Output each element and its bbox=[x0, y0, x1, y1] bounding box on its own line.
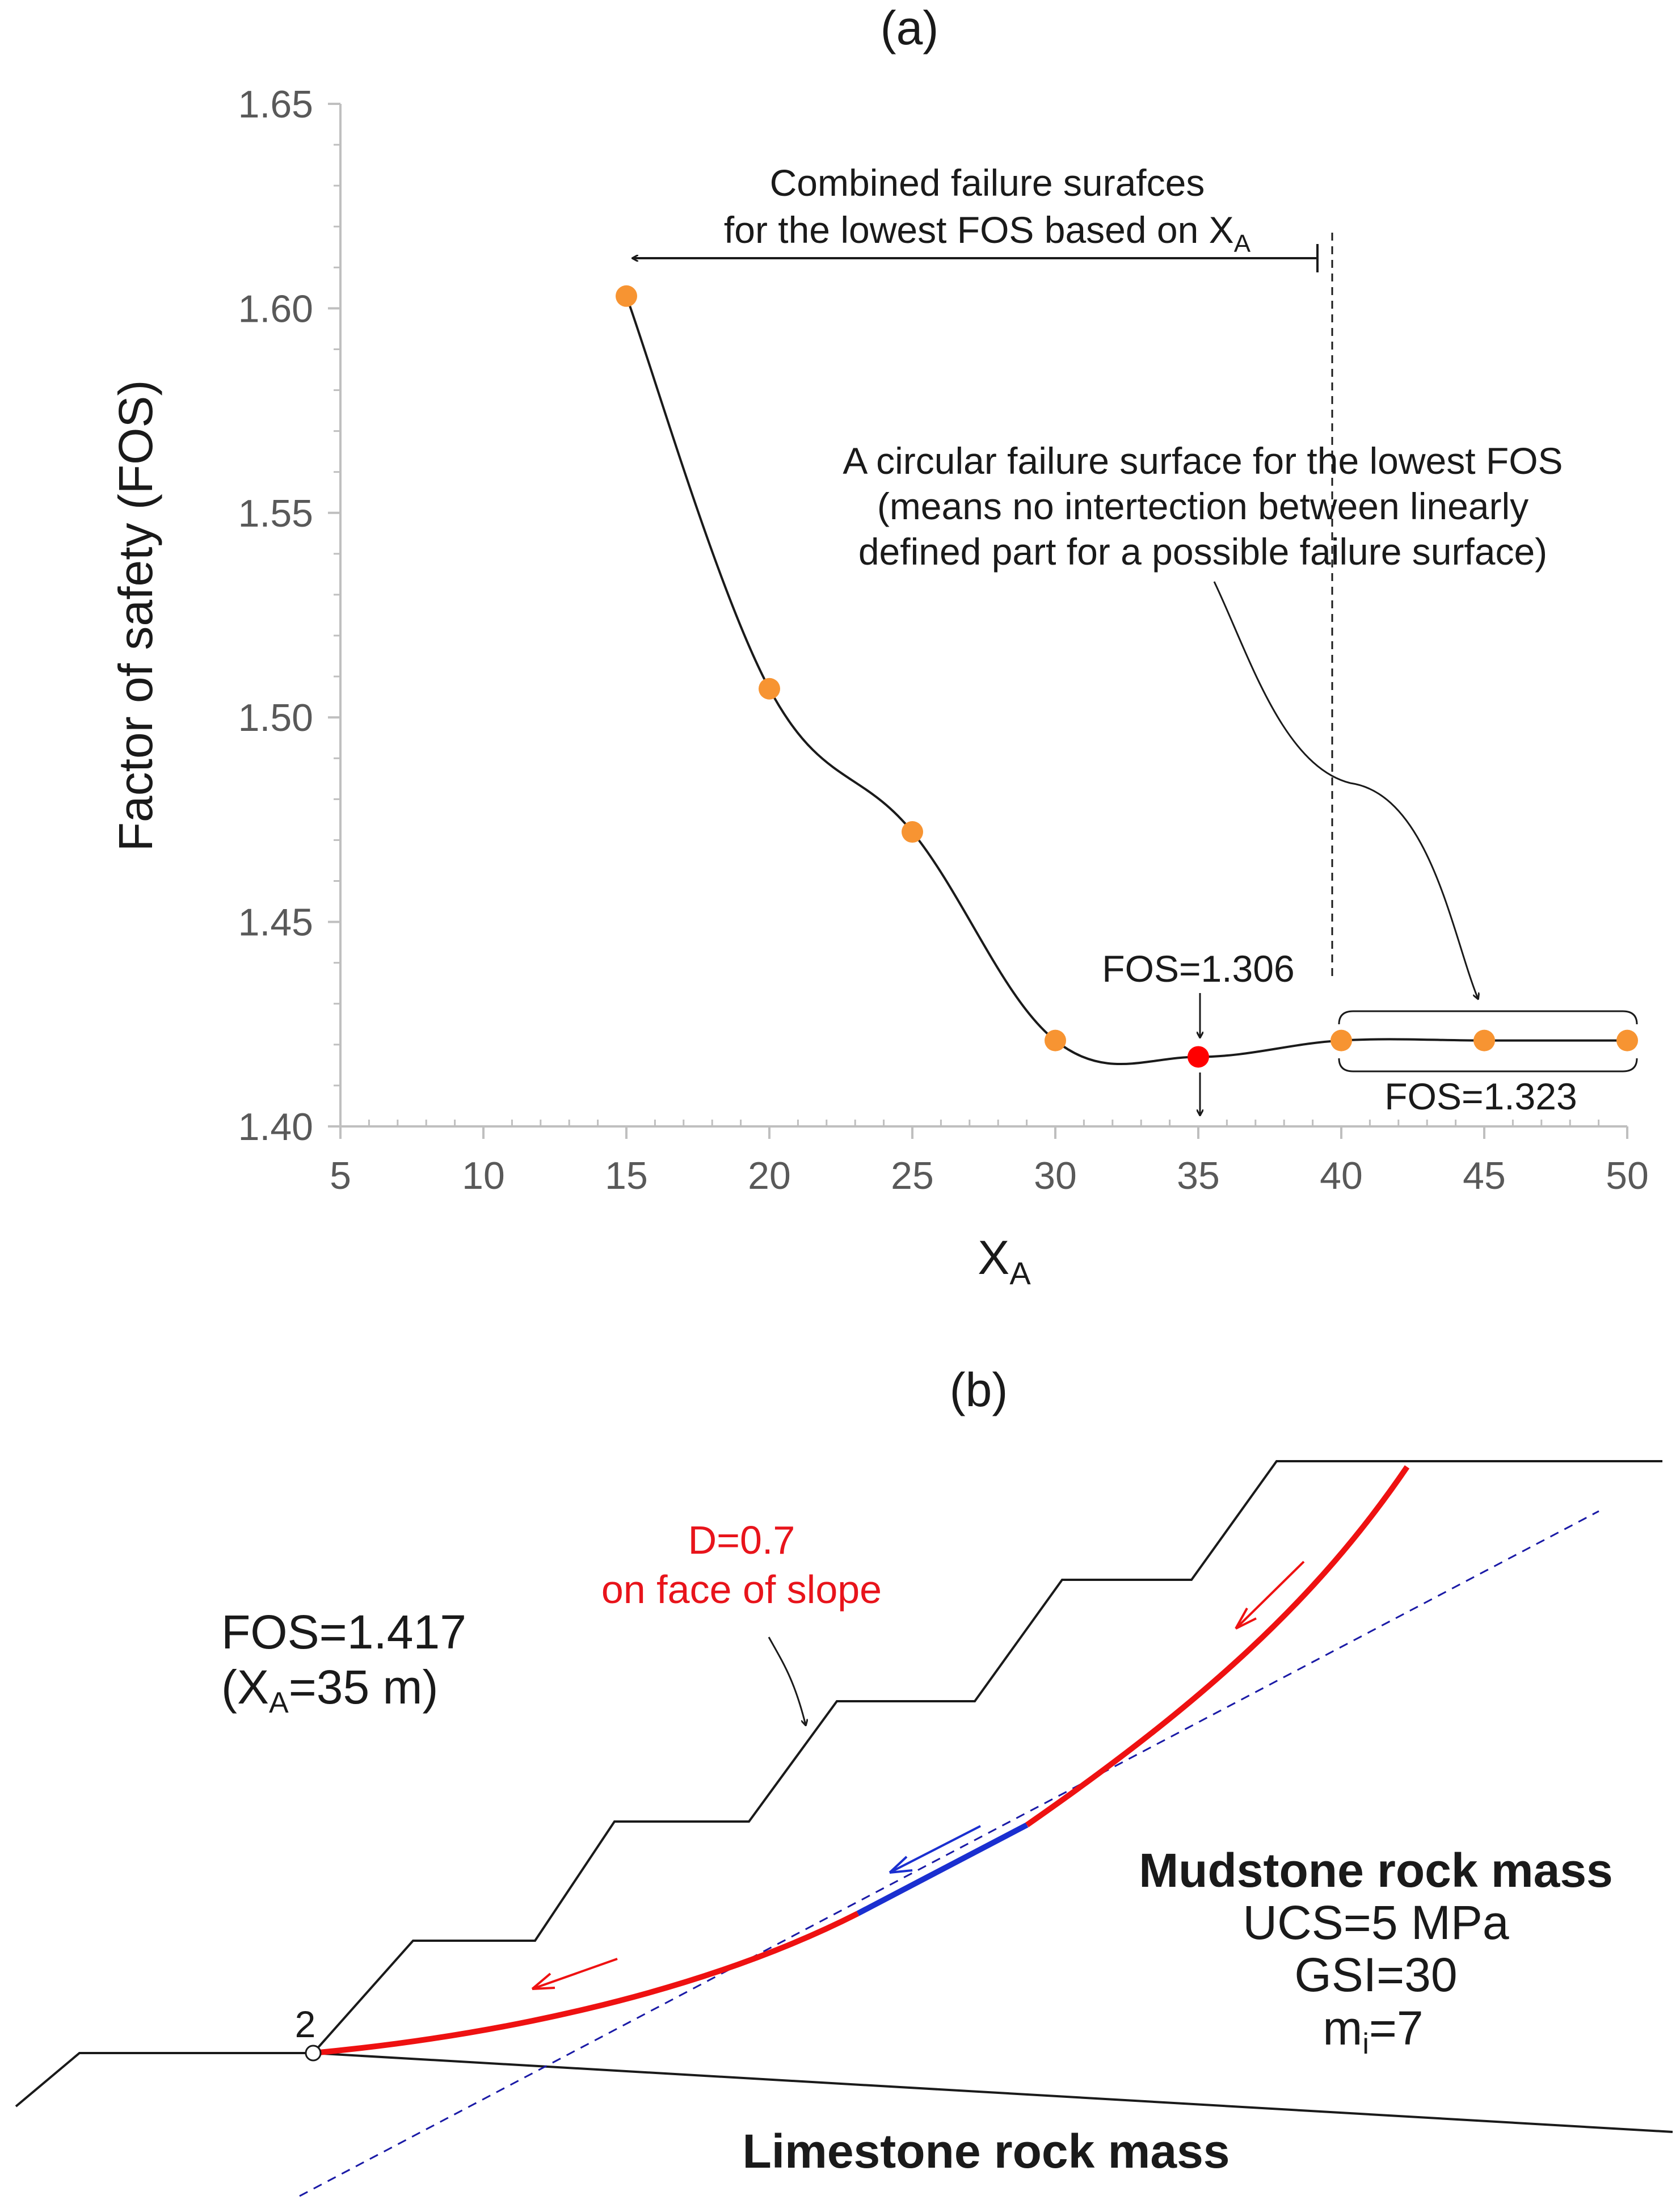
limestone-title: Limestone rock mass bbox=[742, 2125, 1230, 2178]
slide-arrowhead-lower bbox=[531, 1972, 555, 1990]
fos-min-label: FOS=1.306 bbox=[1102, 948, 1294, 990]
x-tick-label: 40 bbox=[1320, 1154, 1363, 1197]
mudstone-title: Mudstone rock mass bbox=[1139, 1844, 1613, 1897]
x-ticks bbox=[339, 1120, 1628, 1139]
rock-boundary-line bbox=[313, 2052, 1673, 2133]
x-tick-label: 30 bbox=[1034, 1154, 1077, 1197]
x-tick-label: 35 bbox=[1177, 1154, 1220, 1197]
x-tick-label: 5 bbox=[330, 1154, 351, 1197]
series-points bbox=[616, 285, 1638, 1068]
series-fos bbox=[616, 285, 1638, 1068]
data-point bbox=[759, 678, 780, 700]
panel-b-label: (b) bbox=[950, 1363, 1008, 1416]
y-tick-label: 1.50 bbox=[238, 696, 313, 739]
combined-line2-main: for the lowest FOS based on X bbox=[724, 209, 1234, 251]
failure-surface: 2 bbox=[295, 1465, 1410, 2062]
y-tick-labels: 1.40 1.45 1.50 1.55 1.60 1.65 bbox=[238, 83, 313, 1149]
x-axis-label-main: X bbox=[978, 1231, 1009, 1284]
gsi-label: GSI=30 bbox=[1294, 1948, 1457, 2001]
data-point bbox=[1330, 1029, 1352, 1051]
linear-plane-dashed bbox=[299, 1510, 1599, 2197]
mi-label: mi=7 bbox=[1323, 2001, 1423, 2060]
flat-fos-annotation: FOS=1.323 bbox=[1338, 1010, 1638, 1117]
slide-arrowhead-linear bbox=[889, 1856, 913, 1874]
point-2-marker bbox=[305, 2045, 322, 2062]
circular-line3: defined part for a possible failure surf… bbox=[858, 531, 1547, 573]
data-point bbox=[1616, 1029, 1638, 1051]
x-axis-label: XA bbox=[978, 1231, 1031, 1291]
fos-value-label: FOS=1.417 bbox=[221, 1605, 466, 1659]
x-tick-label: 20 bbox=[748, 1154, 791, 1197]
combined-line2-sub: A bbox=[1234, 230, 1251, 258]
fos-flat-label: FOS=1.323 bbox=[1384, 1075, 1577, 1117]
combined-line2: for the lowest FOS based on XA bbox=[724, 209, 1251, 258]
x-tick-label: 25 bbox=[891, 1154, 934, 1197]
d-factor-pointer bbox=[768, 1637, 806, 1725]
slide-arrow-upper bbox=[1235, 1561, 1305, 1630]
x-tick-label: 50 bbox=[1606, 1154, 1649, 1197]
combined-annotation: Combined failure surafces for the lowest… bbox=[633, 162, 1333, 982]
slide-arrow-linear bbox=[889, 1825, 981, 1874]
slide-arrow-lower bbox=[532, 1958, 618, 1990]
failure-upper-arc bbox=[1025, 1465, 1410, 1828]
y-tick-label: 1.55 bbox=[238, 492, 313, 535]
flat-bracket-bottom bbox=[1338, 1058, 1638, 1072]
data-point bbox=[616, 285, 637, 307]
min-fos-annotation: FOS=1.306 bbox=[1102, 948, 1295, 1115]
circular-line2: (means no intertection between linearly bbox=[877, 485, 1529, 527]
xa-suffix: =35 m) bbox=[289, 1660, 439, 1714]
ucs-label: UCS=5 MPa bbox=[1243, 1896, 1509, 1949]
combined-line1: Combined failure surafces bbox=[770, 162, 1205, 204]
flat-bracket-top bbox=[1338, 1010, 1638, 1025]
y-tick-label: 1.40 bbox=[238, 1105, 313, 1149]
x-tick-label: 45 bbox=[1463, 1154, 1506, 1197]
d-factor-label: D=0.7 bbox=[688, 1518, 795, 1562]
y-ticks bbox=[328, 103, 340, 1128]
slide-arrowhead-upper bbox=[1235, 1608, 1257, 1630]
panel-a-label: (a) bbox=[881, 1, 939, 54]
x-tick-label: 15 bbox=[605, 1154, 648, 1197]
point-2-label: 2 bbox=[295, 2003, 316, 2045]
mi-sub: i bbox=[1362, 2028, 1369, 2060]
y-axis-label: Factor of safety (FOS) bbox=[109, 380, 162, 852]
data-point bbox=[1045, 1029, 1066, 1051]
xa-sub: A bbox=[269, 1686, 289, 1719]
chart-axes: 1.40 1.45 1.50 1.55 1.60 1.65 5 10 15 20 25 30 35 40… bbox=[238, 83, 1649, 1197]
circular-pointer-arrow bbox=[1213, 581, 1478, 999]
x-axis-label-sub: A bbox=[1009, 1255, 1031, 1291]
data-point bbox=[1473, 1029, 1495, 1051]
mi-suffix: =7 bbox=[1369, 2001, 1424, 2055]
circular-annotation: A circular failure surface for the lowes… bbox=[843, 440, 1563, 999]
mi-prefix: m bbox=[1323, 2001, 1362, 2055]
y-tick-label: 1.65 bbox=[238, 83, 313, 126]
data-point bbox=[902, 821, 923, 843]
xa-value-label: (XA=35 m) bbox=[221, 1660, 438, 1719]
failure-linear-segment bbox=[856, 1822, 1029, 1916]
failure-lower-arc bbox=[313, 1911, 860, 2056]
x-tick-labels: 5 10 15 20 25 30 35 40 45 50 bbox=[330, 1154, 1649, 1197]
y-tick-label: 1.45 bbox=[238, 901, 313, 944]
y-tick-label: 1.60 bbox=[238, 287, 313, 330]
xa-prefix: (X bbox=[221, 1660, 269, 1714]
data-point-min bbox=[1188, 1046, 1209, 1068]
d-factor-note: on face of slope bbox=[601, 1567, 882, 1612]
circular-line1: A circular failure surface for the lowes… bbox=[843, 440, 1563, 482]
panel-b-labels: FOS=1.417 (XA=35 m) D=0.7 on face of slo… bbox=[221, 1518, 1613, 2178]
x-tick-label: 10 bbox=[462, 1154, 505, 1197]
